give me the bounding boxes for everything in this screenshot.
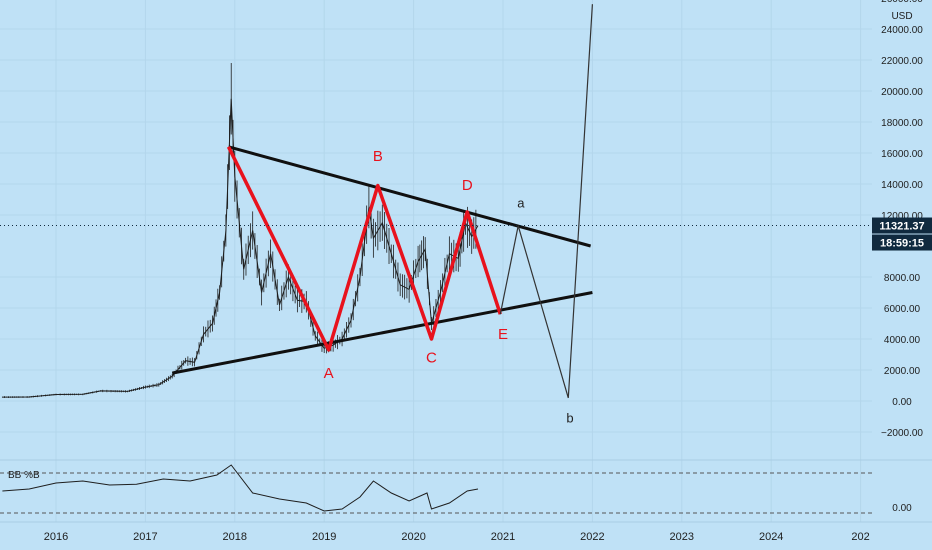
indicator-name: BB %B	[8, 470, 40, 481]
wave-label: b	[566, 411, 573, 426]
trend-lines	[171, 145, 593, 375]
wave-labels: A B C D Ea b	[324, 148, 574, 426]
price-axis-ticks: 26000.00 24000.00 22000.00 20000.00 18000.00…	[881, 0, 923, 439]
price-tick-label: 26000.00	[881, 0, 923, 5]
countdown-value: 18:59:15	[880, 238, 924, 250]
last-price-value: 11321.37	[879, 221, 924, 233]
wave-path	[226, 146, 502, 352]
price-tick-label: 20000.00	[881, 87, 923, 98]
price-tick-label: 16000.00	[881, 149, 923, 160]
price-tick-label: 14000.00	[881, 180, 923, 191]
wave-label: A	[324, 365, 334, 382]
wave-label: a	[517, 195, 525, 210]
projection-line	[499, 4, 593, 399]
wave-label: B	[373, 148, 383, 165]
countdown-badge	[872, 234, 932, 251]
wave-label: D	[462, 177, 473, 194]
price-tick-label: 22000.00	[881, 56, 923, 67]
trend-line-lower	[171, 291, 593, 375]
time-tick-label: 2022	[580, 531, 604, 543]
time-tick-label: 2024	[759, 531, 783, 543]
time-tick-label: 2017	[133, 531, 157, 543]
trend-line-upper	[228, 145, 592, 248]
indicator-line	[2, 464, 479, 512]
time-tick-label: 202	[851, 531, 869, 543]
price-tick-label: −2000.00	[881, 428, 923, 439]
grid	[0, 0, 872, 522]
price-axis[interactable]	[872, 0, 932, 522]
time-tick-label: 2018	[223, 531, 247, 543]
price-tick-label: 8000.00	[884, 273, 921, 284]
wave-label: E	[498, 326, 508, 343]
time-tick-label: 2016	[44, 531, 68, 543]
price-tick-label: 4000.00	[884, 335, 921, 346]
indicator-tick: 0.00	[892, 503, 912, 514]
time-tick-label: 2023	[670, 531, 694, 543]
indicator-pane[interactable]	[0, 464, 872, 514]
wave-line	[226, 146, 502, 352]
currency-label: USD	[891, 11, 912, 22]
wave-label: C	[426, 349, 437, 366]
price-tick-label: 0.00	[892, 397, 912, 408]
projection-path	[499, 4, 593, 399]
price-tick-label: 2000.00	[884, 366, 921, 377]
time-tick-label: 2019	[312, 531, 336, 543]
price-tick-label: 18000.00	[881, 118, 923, 129]
price-tick-label: 6000.00	[884, 304, 921, 315]
time-axis[interactable]: 2016 2017 2018 2019 2020 2021 2022 2023 2024 202	[44, 531, 870, 543]
last-price-badge	[872, 217, 932, 234]
price-tick-label: 24000.00	[881, 25, 923, 36]
time-tick-label: 2021	[491, 531, 515, 543]
price-tick-label: 12000.00	[881, 211, 923, 222]
time-tick-label: 2020	[401, 531, 425, 543]
